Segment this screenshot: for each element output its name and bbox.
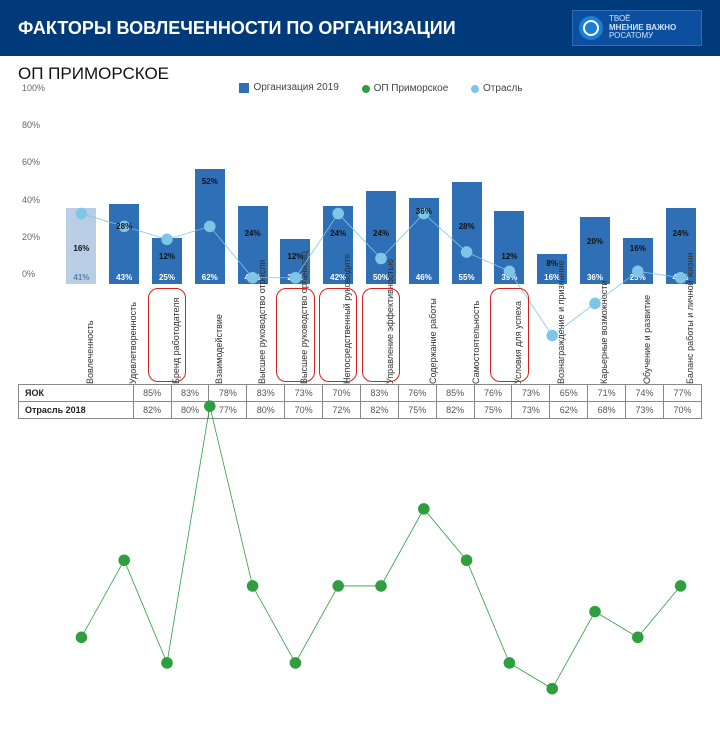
series-value-label: 24% — [245, 229, 261, 238]
chart-legend: Организация 2019 ОП Приморское Отрасль — [60, 82, 702, 96]
page-title: ФАКТОРЫ ВОВЛЕЧЕННОСТИ ПО ОРГАНИЗАЦИИ — [18, 18, 456, 39]
series-value-label: 12% — [159, 252, 175, 261]
series-value-label: 28% — [459, 222, 475, 231]
engagement-chart: Организация 2019 ОП Приморское Отрасль 4… — [60, 84, 702, 384]
y-tick: 20% — [22, 232, 40, 242]
series-value-label: 12% — [501, 252, 517, 261]
series-value-label: 24% — [330, 229, 346, 238]
y-tick: 0% — [22, 269, 35, 279]
subtitle: ОП ПРИМОРСКОЕ — [0, 56, 720, 84]
series-value-label: 20% — [587, 237, 603, 246]
y-tick: 100% — [22, 83, 45, 93]
series-value-label: 36% — [416, 207, 432, 216]
logo-text: ТВОЁ МНЕНИЕ ВАЖНО РОСАТОМУ — [609, 15, 676, 40]
y-tick: 60% — [22, 157, 40, 167]
series-value-label: 12% — [287, 252, 303, 261]
series-value-label: 16% — [630, 244, 646, 253]
header: ФАКТОРЫ ВОВЛЕЧЕННОСТИ ПО ОРГАНИЗАЦИИ ТВО… — [0, 0, 720, 56]
y-tick: 40% — [22, 195, 40, 205]
y-tick: 80% — [22, 120, 40, 130]
series-value-label: 52% — [202, 177, 218, 186]
series-value-label: 8% — [546, 259, 558, 268]
series-value-label: 16% — [73, 244, 89, 253]
logo-icon — [579, 16, 603, 40]
brand-logo: ТВОЁ МНЕНИЕ ВАЖНО РОСАТОМУ — [572, 10, 702, 46]
series-value-label: 24% — [373, 229, 389, 238]
series-value-label: 24% — [673, 229, 689, 238]
series-value-label: 28% — [116, 222, 132, 231]
